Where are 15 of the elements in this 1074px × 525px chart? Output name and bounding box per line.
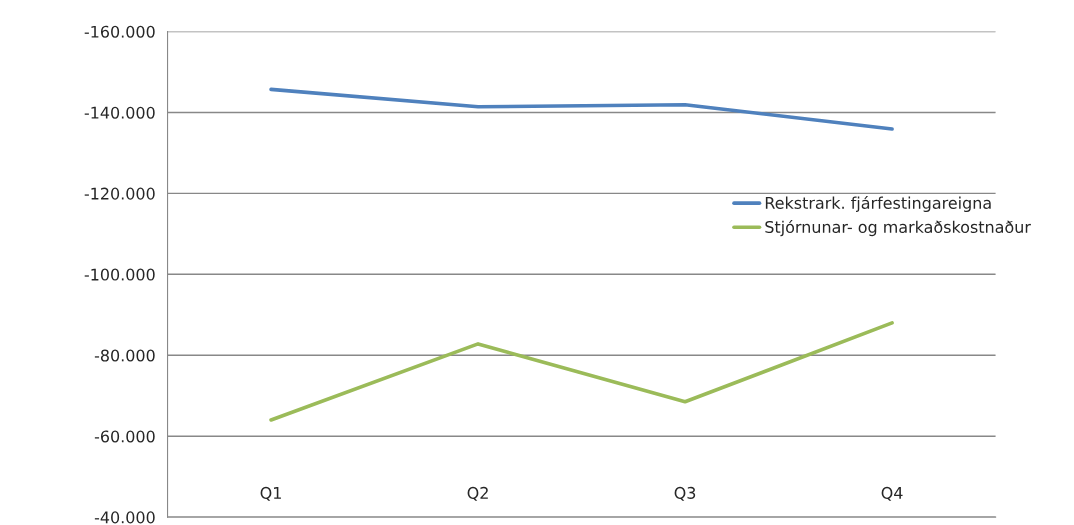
line-series bbox=[269, 321, 894, 422]
x-tick-label: Q4 bbox=[881, 486, 903, 501]
line-series bbox=[269, 87, 894, 131]
x-tick-label: Q3 bbox=[674, 486, 696, 501]
legend-label: Rekstrark. fjárfestingareigna bbox=[765, 195, 991, 213]
x-tick-label: Q1 bbox=[260, 486, 281, 501]
y-tick-label: -80.000 bbox=[94, 349, 155, 362]
y-tick-label: -60.000 bbox=[94, 430, 155, 443]
legend-label: Stjórnunar- og markaðskostnaður bbox=[765, 220, 1031, 237]
x-tick-label: Q2 bbox=[467, 486, 488, 501]
y-tick-label: -100.000 bbox=[84, 268, 155, 281]
y-tick-label: -40.000 bbox=[94, 511, 155, 524]
y-tick-label: -160.000 bbox=[84, 25, 155, 38]
y-tick-label: -140.000 bbox=[84, 106, 155, 119]
y-tick-label: -120.000 bbox=[84, 187, 155, 200]
